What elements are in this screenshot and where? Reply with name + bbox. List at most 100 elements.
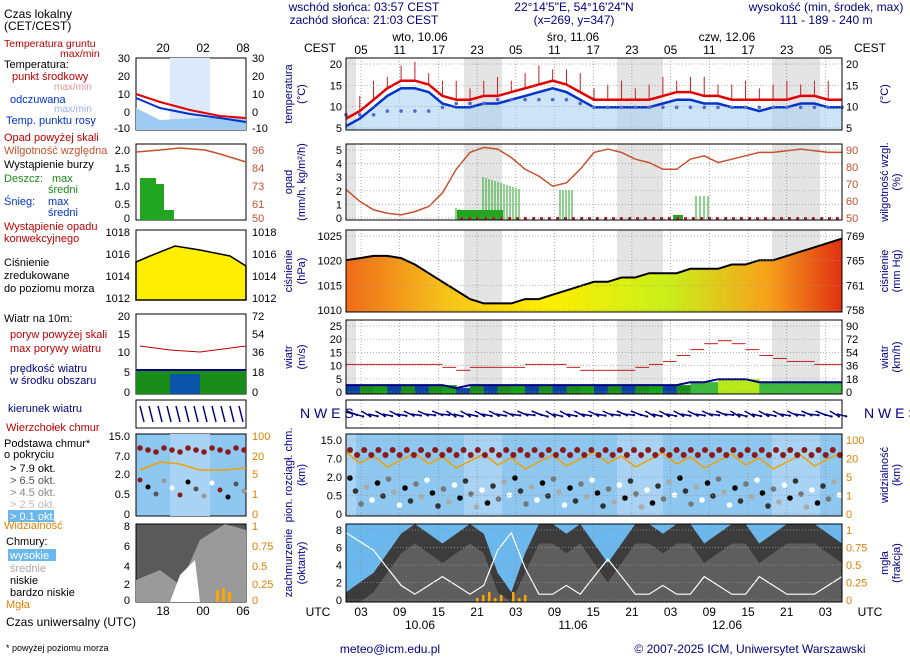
legend-clouds-area bbox=[136, 524, 246, 602]
tick-left: 4 bbox=[336, 159, 342, 171]
legend-pressure-1: Ciśnienie bbox=[4, 257, 49, 269]
cloud-base-dot bbox=[688, 501, 694, 507]
cloud-top-dot bbox=[716, 447, 723, 453]
cloud-base-dot bbox=[578, 481, 584, 487]
cloud-top-dot bbox=[137, 445, 143, 451]
wind-arrow-head bbox=[560, 415, 564, 418]
legend-tick-left: 6 bbox=[124, 541, 130, 553]
cloud-top-dot bbox=[574, 447, 581, 453]
cloud-base-dot bbox=[495, 496, 502, 502]
axis-label-left: wiatr bbox=[283, 345, 295, 370]
wind-arrow-head bbox=[419, 414, 422, 417]
legend-snow-max: max bbox=[48, 196, 69, 208]
tick-left: 2.0 bbox=[327, 472, 342, 484]
tick-left: 0.5 bbox=[327, 491, 342, 503]
legend-tick-right: 0.75 bbox=[252, 541, 273, 553]
axis-unit-left: (m/s) bbox=[296, 344, 308, 369]
wind-arrow-head bbox=[632, 413, 636, 417]
cloud-base-dot bbox=[429, 490, 436, 496]
cloud-top-dot bbox=[815, 447, 822, 453]
convective-marker bbox=[772, 217, 775, 220]
legend-snow-above: Opad powyżej skali bbox=[4, 132, 99, 144]
wind-arrow-head bbox=[361, 415, 365, 418]
cloud-top-dot bbox=[673, 447, 680, 453]
cloud-top-dot bbox=[418, 447, 424, 453]
wind-arrow bbox=[595, 413, 606, 417]
elevation-values: 111 - 189 - 240 m bbox=[780, 13, 873, 27]
cloud-base-dot bbox=[457, 495, 463, 501]
cloud-base-dot bbox=[193, 486, 199, 492]
tick-right: 50 bbox=[846, 213, 858, 225]
wind-speed-area bbox=[718, 379, 733, 394]
dew-point bbox=[550, 97, 555, 102]
cloud-base-dot bbox=[693, 484, 700, 490]
dew-point bbox=[674, 105, 679, 110]
cloud-base-dot bbox=[385, 476, 392, 482]
utc-left: UTC bbox=[306, 605, 331, 619]
cloud-base-dot bbox=[583, 494, 590, 500]
cloud-base-dot bbox=[217, 487, 223, 493]
dew-point bbox=[812, 105, 817, 110]
cloud-base-dot bbox=[836, 492, 843, 498]
cloud-base-dot bbox=[649, 500, 656, 506]
legend-tick-right: 50 bbox=[252, 213, 264, 225]
cloud-base-dot bbox=[754, 477, 760, 483]
cloud-top-dot bbox=[474, 447, 481, 453]
email[interactable]: meteo@icm.edu.pl bbox=[340, 642, 440, 656]
wind-arrow bbox=[836, 413, 847, 418]
tick-left: 15 bbox=[330, 80, 342, 92]
cloud-base-dot bbox=[611, 499, 617, 505]
cloud-base-dot bbox=[638, 504, 645, 510]
convective-marker bbox=[644, 217, 647, 220]
dew-point bbox=[357, 113, 362, 117]
wind-arrow-head bbox=[504, 414, 508, 417]
axis-label-left: ciśnienie bbox=[283, 250, 295, 293]
cloud-base-dot bbox=[153, 491, 159, 497]
cloud-top-dot bbox=[410, 452, 417, 458]
tick-right: 20 bbox=[846, 454, 858, 466]
legend-tick-right: 0 bbox=[252, 387, 258, 399]
cloud-top-dot bbox=[354, 452, 361, 458]
cloud-base-dot bbox=[413, 481, 419, 487]
cloud-top-dot bbox=[361, 447, 368, 453]
legend-cloud-base: Podstawa chmur* bbox=[4, 438, 91, 450]
cloud-base-dot bbox=[161, 478, 167, 484]
legend-tick-left: 1012 bbox=[106, 293, 130, 305]
night-band bbox=[464, 320, 502, 394]
cloud-top-dot bbox=[751, 452, 758, 458]
legend-okt-4: > 2.5 okt. bbox=[10, 499, 56, 511]
wind-speed-area bbox=[525, 385, 540, 394]
legend-humidity-line bbox=[135, 147, 247, 163]
cloud-top-dot bbox=[616, 447, 623, 453]
cloud-base-dot bbox=[352, 488, 359, 494]
email-link[interactable]: meteo@icm.edu.pl bbox=[340, 642, 440, 656]
legend-pressure-area bbox=[135, 245, 247, 301]
convective-marker bbox=[676, 217, 679, 220]
wind-arrow bbox=[822, 413, 832, 418]
dew-point bbox=[633, 105, 638, 110]
cloud-base-dot bbox=[781, 482, 788, 488]
dew-point bbox=[619, 105, 624, 110]
wind-arrow-head bbox=[752, 415, 756, 418]
direction-arrow bbox=[193, 405, 199, 423]
cloud-top-dot bbox=[588, 447, 595, 453]
copyright: © 2007-2025 ICM, Uniwersytet Warszawski bbox=[634, 642, 865, 656]
tick-left: 2 bbox=[336, 186, 342, 198]
legend-pressure-2: zredukowane bbox=[4, 270, 69, 282]
cloud-top-dot bbox=[425, 452, 432, 458]
wind-speed-area bbox=[704, 382, 719, 394]
cloud-base-dot bbox=[787, 495, 793, 501]
legend-tick-left: 1016 bbox=[106, 249, 130, 261]
legend-precip-ticks: 2.0 1.5 1.0 0.5 0 96 84 73 61 50 bbox=[115, 145, 265, 225]
time-tick-top: 05 bbox=[354, 43, 368, 57]
convective-marker bbox=[516, 217, 519, 220]
cloud-top-dot bbox=[496, 452, 503, 458]
convective-marker bbox=[460, 217, 463, 220]
wind-arrow-head bbox=[405, 414, 408, 417]
time-tick-bottom: 09 bbox=[703, 605, 717, 619]
cloud-base-dot bbox=[177, 492, 183, 498]
header: wschód słońca: 03:57 CEST zachód słońca:… bbox=[288, 0, 904, 27]
time-tick-top: 05 bbox=[509, 43, 523, 57]
cloud-base-dot bbox=[468, 491, 474, 497]
wind-arrow bbox=[637, 413, 648, 418]
